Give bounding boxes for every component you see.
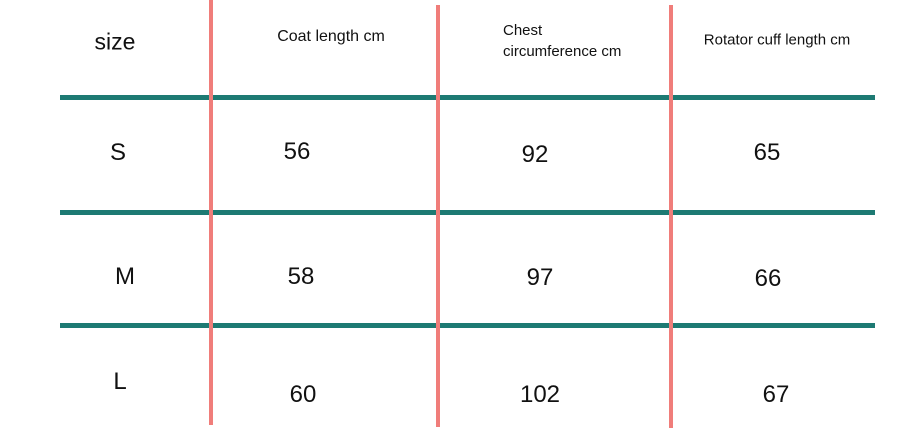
table-cell: 67 [762,381,790,408]
table-cell: 97 [526,264,554,291]
table-cell: 92 [521,141,549,168]
table-cell: 102 [519,381,561,408]
header-cell: Chest circumference cm [503,22,622,60]
column-divider [209,0,213,425]
header-cell: Rotator cuff length cm [703,31,851,49]
table-cell: 60 [289,381,317,408]
row-divider [60,95,875,100]
header-cell: size [94,28,136,55]
column-divider [669,5,673,428]
header-cell: Coat length cm [277,28,385,45]
table-cell: 56 [283,138,311,165]
table-cell: 58 [287,263,315,290]
size-cell: S [109,139,127,166]
row-divider [60,210,875,215]
row-divider [60,323,875,328]
table-cell: 65 [753,139,781,166]
size-cell: M [115,263,135,290]
table-cell: 66 [754,265,782,292]
column-divider [436,5,440,427]
size-cell: L [113,368,127,395]
